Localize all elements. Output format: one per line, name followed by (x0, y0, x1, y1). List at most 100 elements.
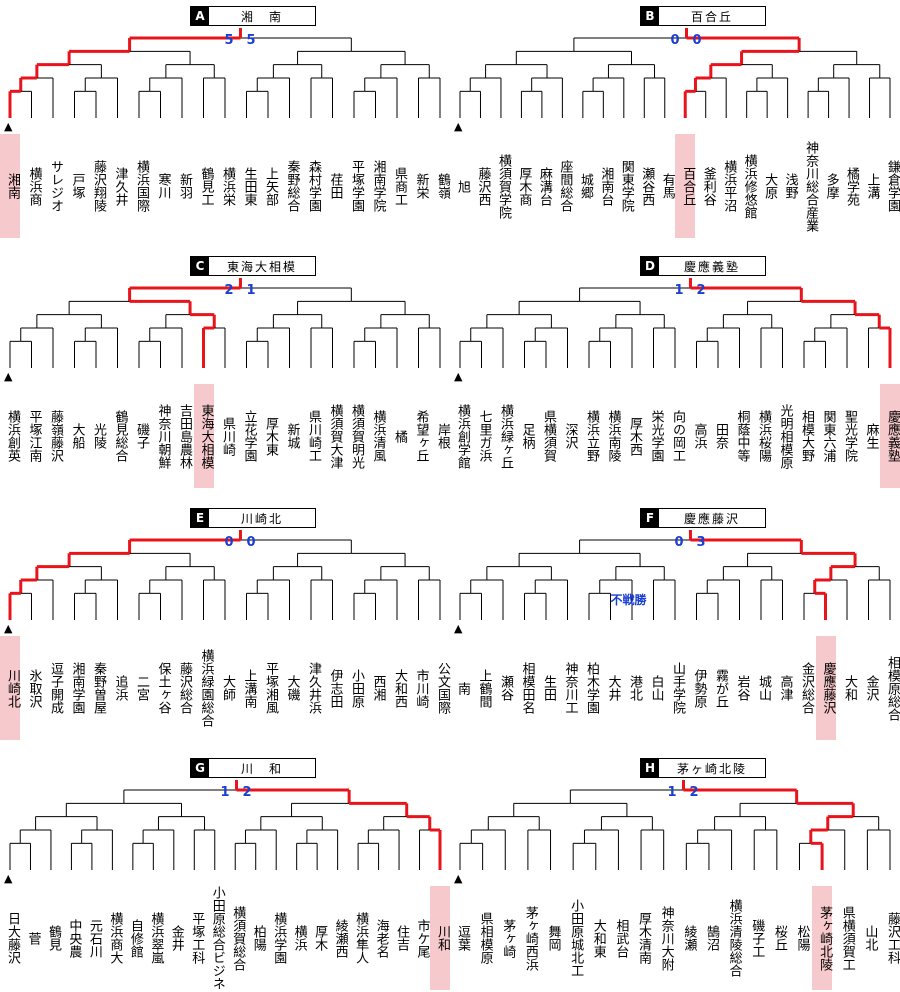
team-name: 小田原 (349, 668, 364, 708)
team-name: 神奈川大附 (658, 905, 674, 971)
team-name: 横浜緑ヶ丘 (498, 403, 513, 469)
team-name: 柏陽 (250, 925, 266, 951)
team-name: 浅野 (782, 173, 798, 199)
team-name: 相模原総合 (885, 655, 900, 721)
block-name: 川 和 (240, 761, 283, 776)
team-name: 白山 (648, 675, 664, 701)
team-name: 大原 (762, 173, 778, 199)
block-name: 百合丘 (690, 9, 733, 24)
team-name: 上溝南 (241, 668, 257, 708)
final-score-left: 1 (667, 785, 676, 800)
final-score-right: 2 (696, 283, 705, 298)
seed-triangle-icon: ▲ (454, 872, 463, 885)
team-name: 大磯 (284, 675, 300, 701)
team-name: 戸塚 (69, 173, 85, 199)
team-name: 横浜翠嵐 (148, 912, 164, 964)
block-header: F 慶應藤沢 (640, 508, 766, 528)
team-name: 山北 (862, 925, 878, 951)
team-name: 桐蔭中等 (734, 410, 750, 462)
team-name: 平塚学園 (349, 160, 364, 212)
team-name: 県横須賀工 (839, 905, 855, 971)
team-name: 湘南 (0, 134, 20, 238)
seed-triangle-icon: ▲ (454, 370, 463, 383)
team-name: 光明相模原 (777, 403, 793, 469)
team-name: 氷取沢 (26, 668, 42, 708)
team-name: 大井 (605, 675, 621, 701)
team-name: 希望ヶ丘 (413, 410, 429, 462)
block-header: H 茅ヶ崎北陵 (640, 758, 766, 778)
block-g: G 川 和 1 2 ▲ 日大藤沢菅鶴見 中央農 元石川 横浜商大 自修館 横浜翠嵐 金井 平塚工科 小田原… (0, 752, 450, 992)
team-name: 麻溝台 (536, 166, 552, 206)
team-name: 厚木 (312, 925, 328, 951)
team-name: 大和 (842, 675, 857, 701)
team-name: 上矢部 (263, 166, 278, 206)
team-name: 市川崎 (413, 668, 429, 708)
team-name: 新栄 (413, 173, 429, 199)
team-name: 大師 (220, 675, 235, 701)
team-name: 藤嶺藤沢 (48, 410, 63, 462)
team-name: 多摩 (823, 173, 839, 199)
team-name: 横浜商 (26, 166, 42, 206)
team-name: 平塚江南 (26, 410, 42, 462)
final-score-left: 5 (224, 33, 233, 48)
final-score-right: 3 (696, 535, 705, 550)
team-name: 南 (455, 681, 470, 695)
team-name: 横浜国際 (134, 160, 149, 212)
team-name: 百合丘 (675, 134, 696, 238)
team-name: 横浜隼人 (353, 912, 369, 964)
team-name: 厚木商 (516, 166, 532, 206)
team-name: 岸根 (435, 423, 450, 449)
team-name: 七里ガ浜 (476, 410, 492, 462)
block-letter: E (191, 509, 209, 527)
final-score-left: 0 (671, 33, 680, 48)
team-name: 藤沢翔陵 (91, 160, 106, 212)
block-letter: D (641, 257, 659, 275)
team-name: 瀬谷西 (639, 166, 655, 206)
team-name: 湘南学院 (370, 160, 386, 212)
team-name: 秦野総合 (284, 160, 300, 212)
team-name: 県商工 (392, 166, 407, 206)
team-name: 上鶴間 (476, 668, 492, 708)
block-name: 慶應義塾 (683, 259, 740, 274)
block-header: B 百合丘 (640, 6, 766, 26)
team-name: 厚木東 (263, 416, 278, 456)
final-score-right: 5 (246, 33, 255, 48)
team-name: 市ケ尾 (414, 918, 430, 958)
team-name: 川和 (430, 886, 450, 990)
team-name: 森村学園 (306, 160, 321, 212)
block-f: F 慶應藤沢 0 3 不戦勝 ▲ 南上鶴間 瀬谷 相模田名 生田 神奈川工 柏木学園 大井 港北 白山 山手学… (450, 502, 900, 742)
block-d: D 慶應義塾 1 2 ▲ 横浜創学館 七里ガ浜 横浜緑ヶ丘 足柄 県横須賀 深沢 横浜立野 横浜南陵 厚木… (450, 250, 900, 490)
team-name: 厚木西 (627, 416, 642, 456)
block-name: 東海大相模 (226, 259, 297, 274)
team-name: 座間総合 (557, 160, 573, 212)
team-name: 磯子 (134, 423, 149, 449)
team-name: 横浜栄 (220, 166, 235, 206)
team-name: 生田 (541, 675, 556, 701)
team-name: 鶴見総合 (112, 410, 128, 462)
block-b: B 百合丘 0 0 ▲ 旭藤沢西 横須賀学院 厚木商 麻溝台 座間総合 城郷 湘南台 関東学院 瀬谷西 有馬… (450, 0, 900, 240)
block-a: A 湘 南 5 5 ▲ 湘南 横浜商 サレジオ 戸塚 藤沢翔陵 津久井 横浜国際 寒川 新羽 鶴見工 横浜栄生… (0, 0, 450, 240)
team-name: 麻生 (863, 423, 879, 449)
team-name: 新羽 (177, 173, 192, 199)
team-name: 横須賀総合 (230, 905, 246, 971)
team-name: 城山 (756, 675, 771, 701)
block-header: C 東海大相模 (190, 256, 316, 276)
team-name: 日大藤沢 (5, 912, 20, 964)
team-name: 小田原城北工 (568, 899, 584, 977)
team-name: 関東六浦 (820, 410, 836, 462)
block-c: C 東海大相模 2 1 ▲ 横浜創英 平塚江南 藤嶺藤沢 大船 光陵 鶴見総合 磯子 神奈川朝鮮 吉田島農… (0, 250, 450, 490)
team-name: 上溝 (864, 173, 880, 199)
block-header: E 川崎北 (190, 508, 316, 528)
team-name: 横浜創英 (5, 410, 20, 462)
team-name: 瀬谷 (498, 675, 513, 701)
team-name: 横浜商大 (107, 912, 123, 964)
team-name: 高浜 (691, 423, 707, 449)
team-name: 横浜学園 (271, 912, 287, 964)
team-name: 金井 (168, 925, 184, 951)
team-name: 舞岡 (545, 925, 561, 951)
team-name: 菅 (25, 931, 41, 945)
